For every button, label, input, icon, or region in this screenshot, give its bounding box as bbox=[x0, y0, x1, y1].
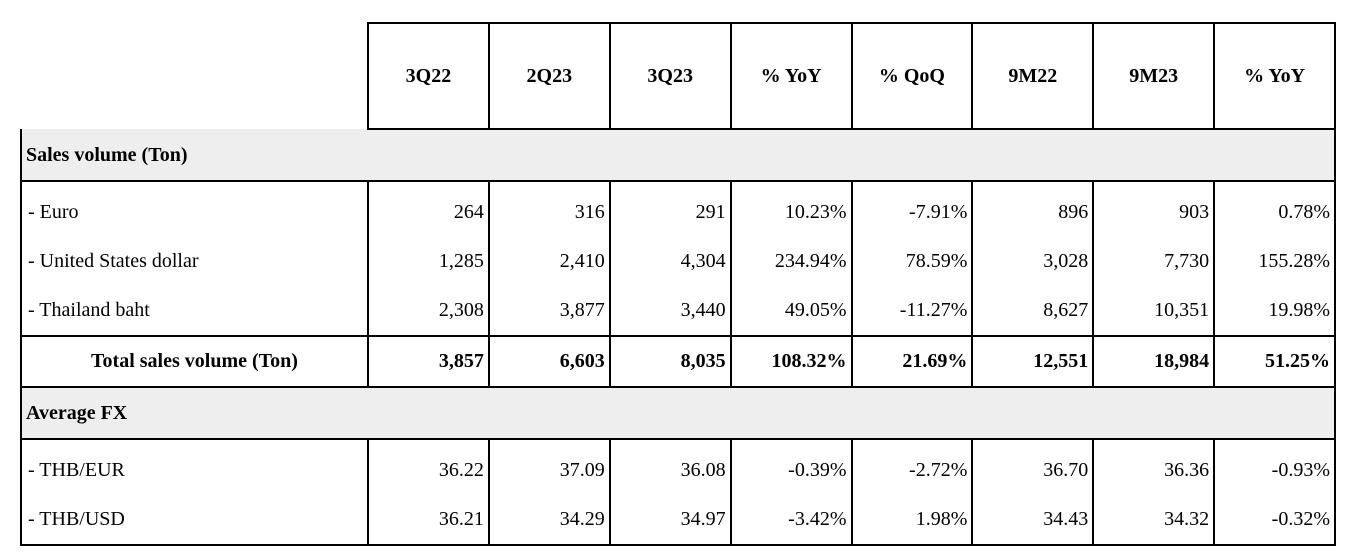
cell: -0.32% bbox=[1214, 495, 1336, 546]
cell: 36.22 bbox=[368, 439, 490, 495]
cell: 19.98% bbox=[1214, 286, 1336, 336]
col-header: 9M23 bbox=[1093, 22, 1216, 130]
cell: 4,304 bbox=[609, 237, 732, 286]
header-row: 3Q22 2Q23 3Q23 % YoY % QoQ 9M22 9M23 % Y… bbox=[21, 22, 1336, 130]
row-label: - Thailand baht bbox=[20, 286, 369, 336]
cell: 316 bbox=[488, 181, 611, 237]
cell: -3.42% bbox=[730, 495, 853, 546]
cell: 903 bbox=[1093, 181, 1216, 237]
row-label: - Euro bbox=[20, 181, 369, 237]
cell: 1,285 bbox=[368, 237, 490, 286]
col-header: % YoY bbox=[730, 22, 853, 130]
cell: 36.36 bbox=[1093, 439, 1216, 495]
cell: 3,440 bbox=[609, 286, 732, 336]
col-header: 3Q22 bbox=[368, 22, 490, 130]
header-corner bbox=[21, 23, 369, 129]
total-row: Total sales volume (Ton) 3,857 6,603 8,0… bbox=[20, 335, 1336, 388]
cell: 3,028 bbox=[972, 237, 1095, 286]
cell: 34.29 bbox=[488, 495, 611, 546]
total-cell: 21.69% bbox=[851, 335, 974, 388]
cell: 0.78% bbox=[1214, 181, 1336, 237]
total-cell: 51.25% bbox=[1214, 335, 1336, 388]
cell: 1.98% bbox=[851, 495, 974, 546]
section-title: Sales volume (Ton) bbox=[20, 129, 1336, 182]
cell: 896 bbox=[972, 181, 1095, 237]
total-cell: 3,857 bbox=[368, 335, 490, 388]
total-cell: 18,984 bbox=[1093, 335, 1216, 388]
cell: -0.39% bbox=[730, 439, 853, 495]
cell: 36.70 bbox=[972, 439, 1095, 495]
table-row: - THB/EUR 36.22 37.09 36.08 -0.39% -2.72… bbox=[20, 439, 1336, 495]
cell: 78.59% bbox=[851, 237, 974, 286]
cell: 36.08 bbox=[609, 439, 732, 495]
cell: 264 bbox=[368, 181, 490, 237]
total-cell: 6,603 bbox=[488, 335, 611, 388]
cell: 49.05% bbox=[730, 286, 853, 336]
col-header: % QoQ bbox=[851, 22, 974, 130]
cell: 2,308 bbox=[368, 286, 490, 336]
cell: -7.91% bbox=[851, 181, 974, 237]
cell: 234.94% bbox=[730, 237, 853, 286]
row-label: - THB/EUR bbox=[20, 439, 369, 495]
total-label: Total sales volume (Ton) bbox=[20, 335, 369, 388]
row-label: - United States dollar bbox=[20, 237, 369, 286]
table-row: - Euro 264 316 291 10.23% -7.91% 896 903… bbox=[20, 181, 1336, 237]
cell: 155.28% bbox=[1214, 237, 1336, 286]
cell: 2,410 bbox=[488, 237, 611, 286]
col-header: % YoY bbox=[1214, 22, 1336, 130]
sales-volume-fx-table: 3Q22 2Q23 3Q23 % YoY % QoQ 9M22 9M23 % Y… bbox=[20, 22, 1336, 546]
col-header: 9M22 bbox=[972, 22, 1095, 130]
cell: -0.93% bbox=[1214, 439, 1336, 495]
cell: 34.97 bbox=[609, 495, 732, 546]
cell: 37.09 bbox=[488, 439, 611, 495]
section-header-sales-volume: Sales volume (Ton) bbox=[20, 129, 1336, 182]
cell: 3,877 bbox=[488, 286, 611, 336]
cell: 291 bbox=[609, 181, 732, 237]
total-cell: 8,035 bbox=[609, 335, 732, 388]
cell: 34.32 bbox=[1093, 495, 1216, 546]
cell: 34.43 bbox=[972, 495, 1095, 546]
total-cell: 12,551 bbox=[972, 335, 1095, 388]
cell: -11.27% bbox=[851, 286, 974, 336]
cell: 36.21 bbox=[368, 495, 490, 546]
row-label: - THB/USD bbox=[20, 495, 369, 546]
section-header-average-fx: Average FX bbox=[20, 387, 1336, 440]
table-row: - THB/USD 36.21 34.29 34.97 -3.42% 1.98%… bbox=[20, 495, 1336, 546]
table-row: - Thailand baht 2,308 3,877 3,440 49.05%… bbox=[20, 286, 1336, 336]
col-header: 3Q23 bbox=[609, 22, 732, 130]
section-title: Average FX bbox=[20, 387, 1336, 440]
cell: 10,351 bbox=[1093, 286, 1216, 336]
col-header: 2Q23 bbox=[488, 22, 611, 130]
cell: 8,627 bbox=[972, 286, 1095, 336]
cell: 7,730 bbox=[1093, 237, 1216, 286]
total-cell: 108.32% bbox=[730, 335, 853, 388]
table-row: - United States dollar 1,285 2,410 4,304… bbox=[20, 237, 1336, 286]
cell: 10.23% bbox=[730, 181, 853, 237]
cell: -2.72% bbox=[851, 439, 974, 495]
